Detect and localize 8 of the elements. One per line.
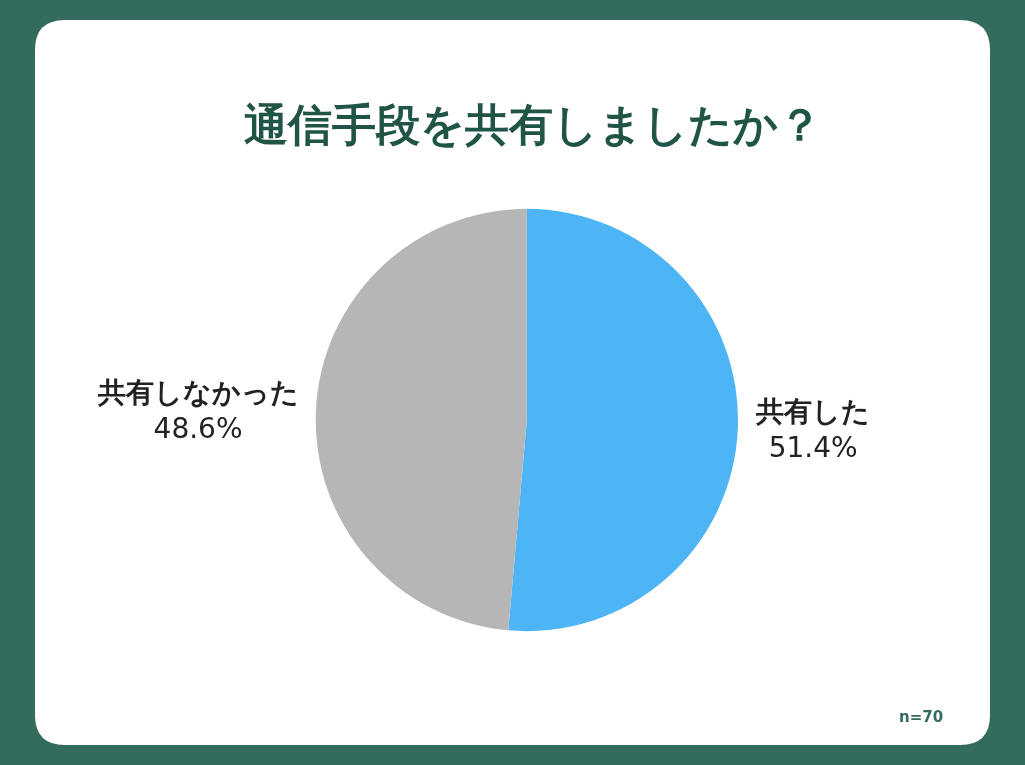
chart-title: 通信手段を共有しましたか？ bbox=[244, 99, 822, 151]
slice-label: 共有した bbox=[755, 394, 871, 428]
text: n=70 bbox=[899, 708, 944, 726]
pie-slice bbox=[508, 208, 738, 631]
slice-label: 共有しなかった bbox=[96, 375, 299, 409]
data-label: 48.6% bbox=[153, 412, 243, 446]
data-label: 51.4% bbox=[768, 431, 858, 465]
pie-slice bbox=[315, 208, 527, 631]
